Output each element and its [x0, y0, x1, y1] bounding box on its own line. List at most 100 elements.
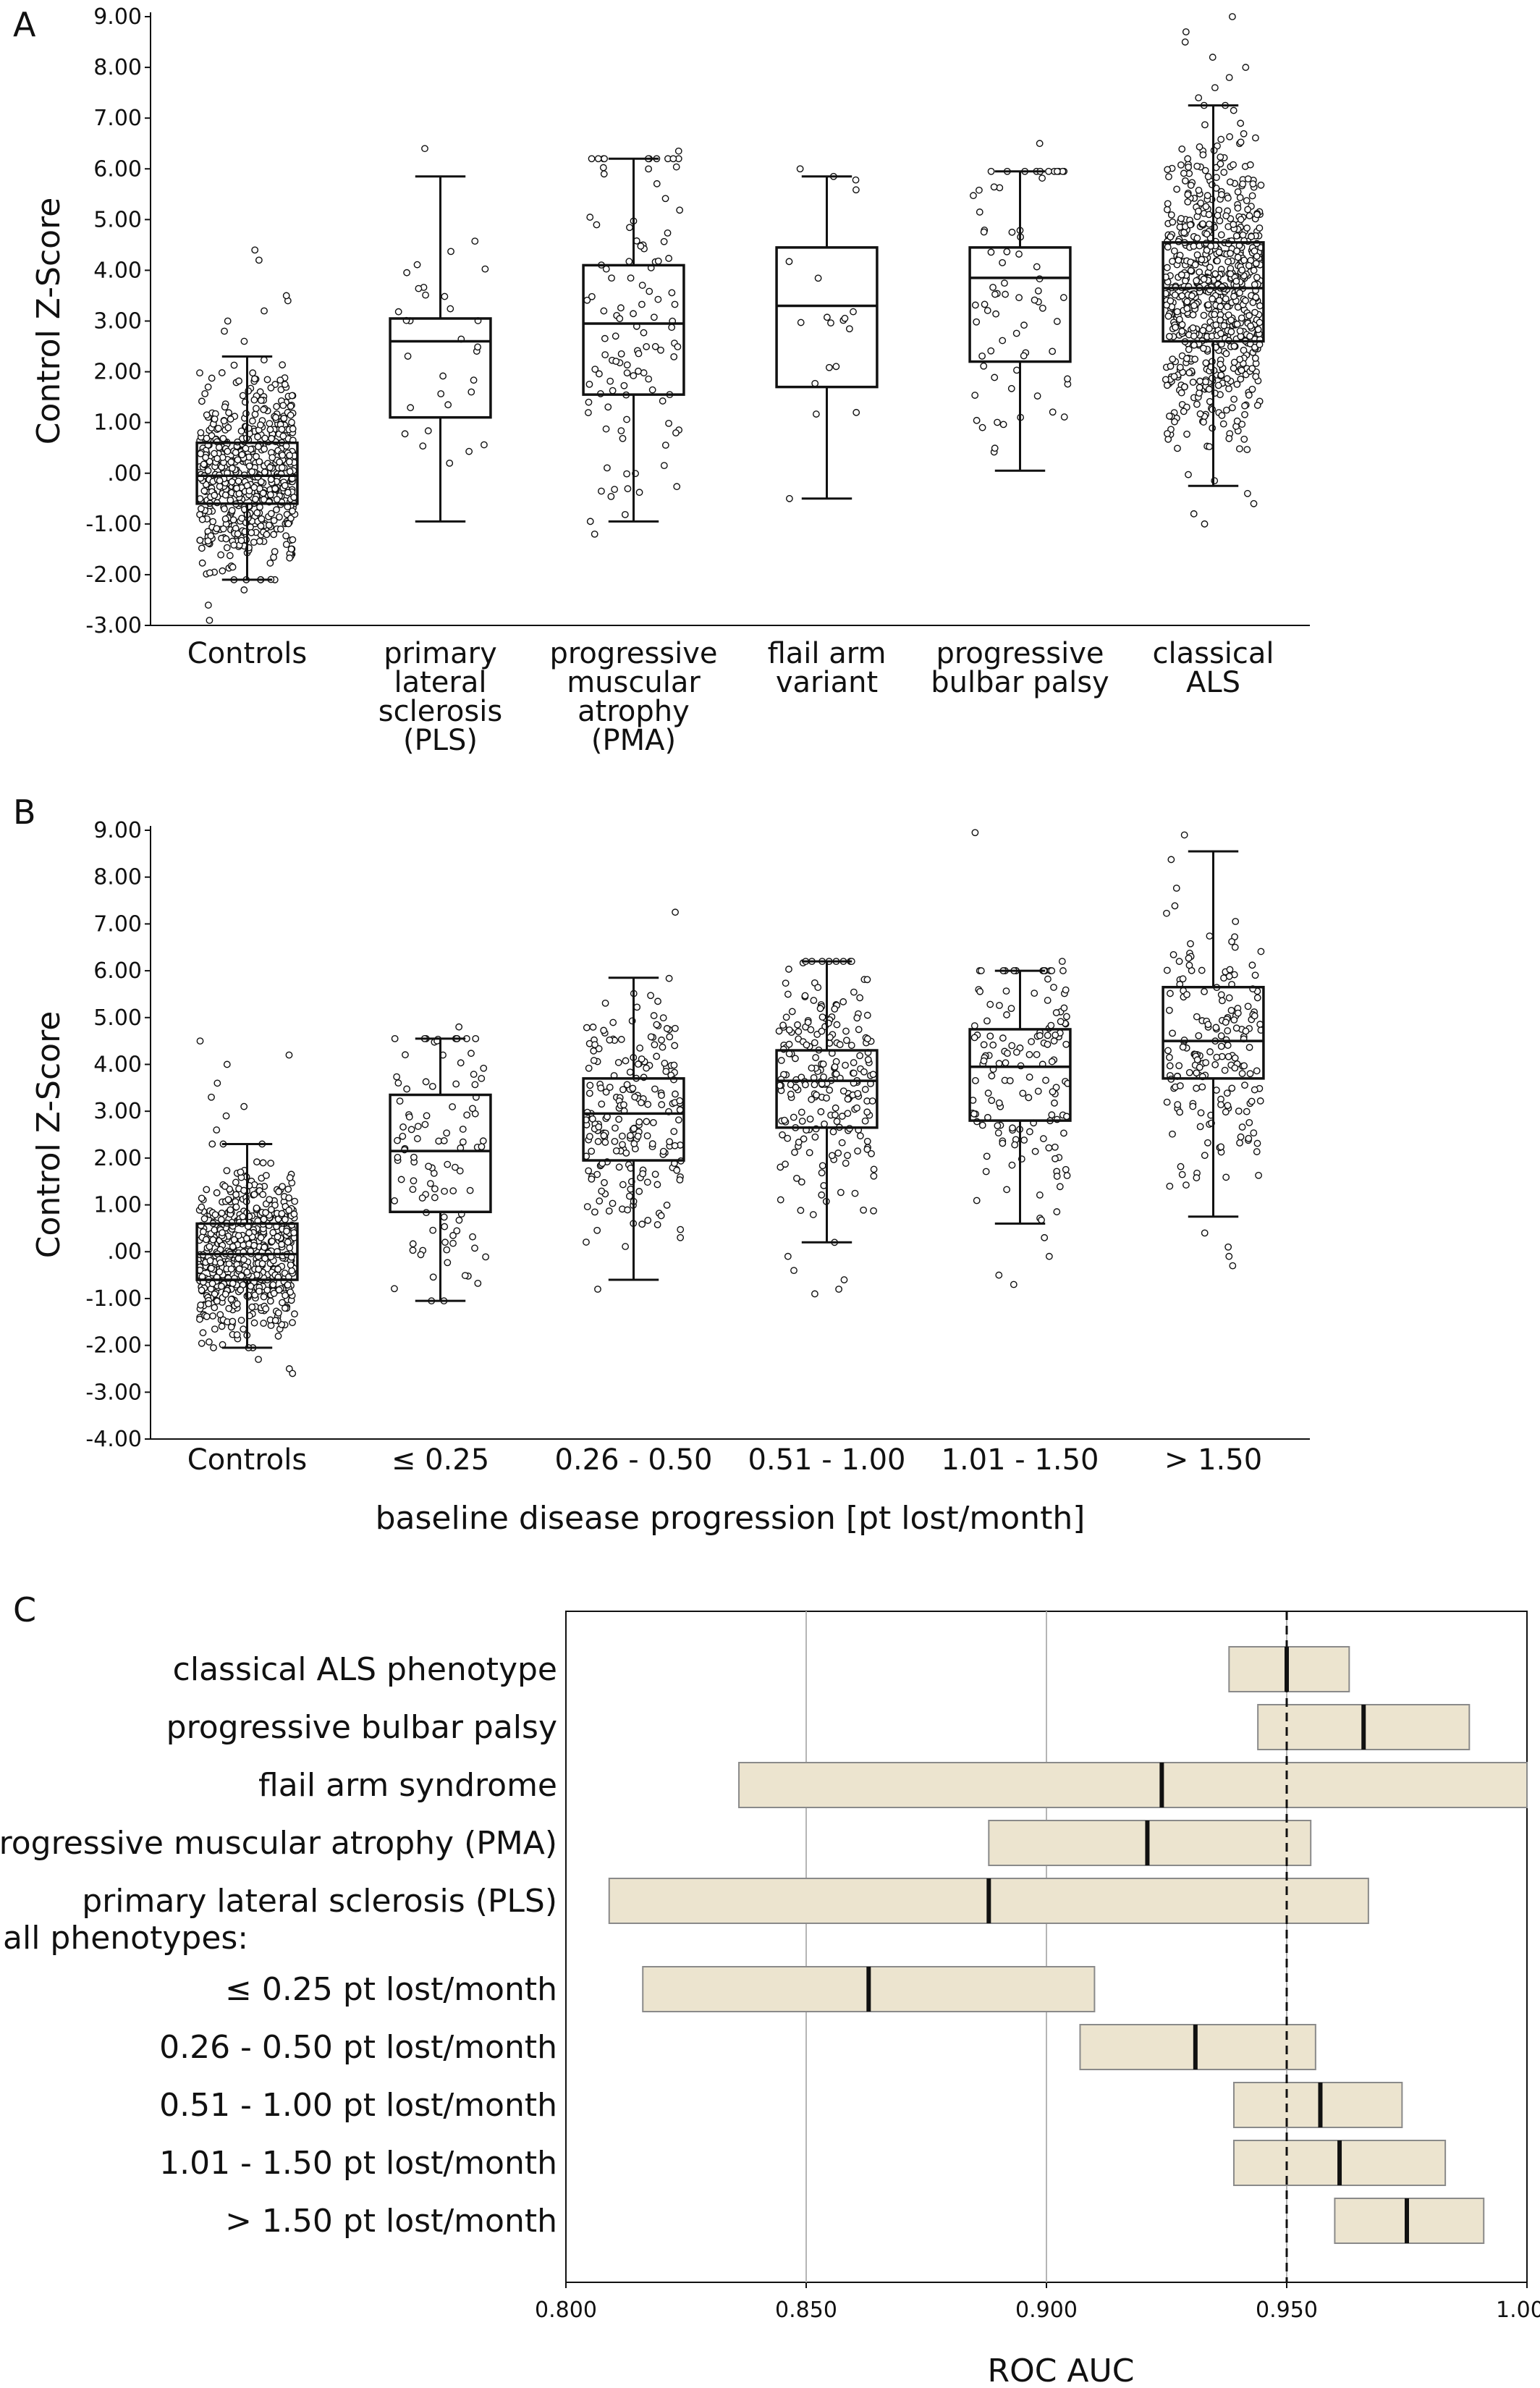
data-point: [591, 366, 599, 374]
category-label: lateral: [394, 666, 487, 699]
data-point: [674, 343, 682, 350]
data-point: [978, 352, 986, 360]
data-point: [645, 165, 653, 173]
data-point: [211, 1325, 219, 1333]
data-point: [200, 1215, 208, 1223]
data-point: [1222, 212, 1230, 220]
data-point: [1230, 292, 1238, 300]
y-tick-label: 1.00: [93, 1193, 142, 1218]
data-point: [452, 1080, 460, 1088]
data-point: [1224, 194, 1232, 202]
data-point: [1206, 263, 1214, 271]
data-point: [260, 1320, 268, 1327]
box-group: [968, 829, 1072, 1288]
data-point: [1012, 329, 1020, 337]
y-tick-label: 8.00: [93, 55, 142, 80]
interval-bar: [1232, 2082, 1403, 2128]
data-point: [266, 491, 274, 499]
data-point: [836, 1041, 844, 1048]
data-point: [278, 426, 286, 434]
data-point: [1253, 1148, 1261, 1155]
category-label: variant: [776, 666, 878, 699]
data-point: [221, 1290, 229, 1298]
data-point: [251, 1291, 259, 1299]
data-point: [1243, 1107, 1251, 1115]
data-point: [983, 1017, 991, 1025]
data-point: [268, 1237, 276, 1245]
data-point: [394, 1154, 402, 1161]
data-point: [227, 1206, 234, 1214]
data-point: [812, 1054, 820, 1061]
data-point: [394, 1079, 402, 1087]
data-point: [1186, 221, 1194, 229]
data-point: [289, 1370, 297, 1377]
data-point: [1248, 385, 1256, 393]
interval-row: [988, 1820, 1312, 1866]
data-point: [1175, 1062, 1183, 1070]
data-point: [1182, 28, 1190, 35]
data-point: [855, 1026, 863, 1034]
data-point: [1031, 1147, 1039, 1155]
category-label: 0.51 - 1.00: [748, 1443, 906, 1477]
data-point: [1193, 235, 1201, 242]
data-point: [1226, 178, 1234, 186]
y-tick-label: 5.00: [93, 207, 142, 232]
data-point: [863, 1011, 871, 1019]
box-iqr: [968, 246, 1072, 363]
data-point: [252, 495, 259, 503]
data-point: [482, 1253, 489, 1261]
data-point: [1183, 991, 1190, 998]
data-point: [970, 1034, 978, 1042]
data-point: [1170, 373, 1178, 381]
data-point: [797, 318, 805, 326]
data-point: [668, 289, 676, 297]
data-point: [270, 531, 278, 539]
data-point: [1224, 1042, 1232, 1049]
data-point: [287, 411, 295, 419]
data-point: [1042, 1076, 1049, 1084]
data-point: [586, 214, 594, 221]
data-point: [255, 1356, 262, 1363]
data-point: [228, 464, 236, 472]
data-point: [1251, 1012, 1258, 1020]
data-point: [208, 374, 216, 382]
data-point: [844, 1095, 852, 1103]
data-point: [651, 1041, 659, 1049]
data-point: [413, 1135, 421, 1142]
data-point: [270, 553, 277, 561]
data-point: [1025, 1051, 1033, 1058]
data-point: [1038, 1216, 1045, 1224]
data-point: [605, 1207, 613, 1215]
data-point: [588, 155, 596, 163]
data-point: [233, 1331, 241, 1338]
data-point: [860, 1068, 868, 1076]
data-point: [263, 1286, 271, 1294]
y-tick-label: -1.00: [85, 1286, 142, 1312]
data-point: [1180, 831, 1188, 839]
data-point: [777, 1196, 784, 1204]
data-point: [1033, 1050, 1041, 1058]
data-point: [274, 1332, 282, 1340]
data-point: [1173, 308, 1181, 316]
data-point: [653, 1021, 661, 1029]
data-point: [1237, 119, 1245, 127]
data-point: [1193, 251, 1201, 259]
data-point: [221, 491, 229, 499]
y-tick-label: .00: [107, 461, 142, 486]
data-point: [474, 1279, 482, 1287]
data-point: [1001, 279, 1008, 287]
data-point: [1002, 290, 1009, 298]
data-point: [1245, 212, 1253, 219]
data-point: [216, 1311, 224, 1319]
data-point: [1019, 1089, 1027, 1097]
data-point: [211, 1211, 219, 1219]
data-point: [230, 361, 238, 369]
data-point: [1206, 325, 1213, 332]
interval-bar: [738, 1762, 1528, 1808]
data-point: [282, 532, 290, 540]
data-point: [284, 489, 292, 497]
y-axis-label: Control Z-Score: [30, 198, 67, 445]
data-point: [676, 1176, 684, 1184]
data-point: [424, 427, 432, 435]
data-point: [234, 1232, 242, 1239]
